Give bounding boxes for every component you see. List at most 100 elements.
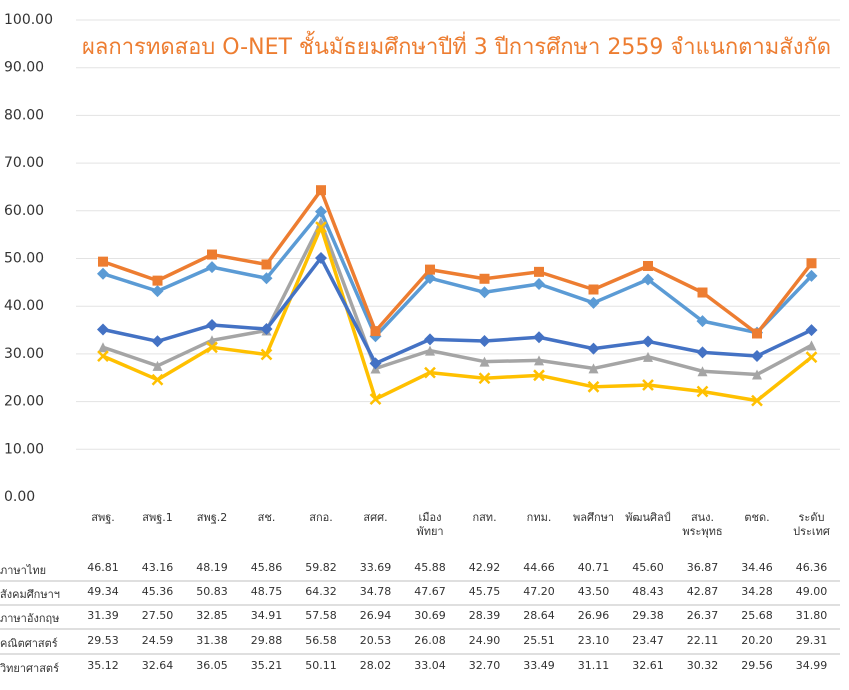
marker: [98, 256, 108, 267]
marker: [260, 272, 273, 285]
marker: [425, 345, 435, 356]
category-label: ระดับ ประเทศ: [793, 511, 830, 538]
data-label: 34.99: [795, 659, 828, 672]
data-label: 59.82: [305, 561, 337, 574]
marker: [642, 379, 654, 391]
data-label: 48.19: [196, 561, 228, 574]
marker: [588, 363, 599, 374]
data-label: 47.20: [523, 585, 555, 598]
marker: [260, 348, 273, 361]
marker: [697, 287, 708, 298]
category-label: สพฐ.: [91, 511, 115, 524]
marker: [369, 357, 382, 370]
data-label: 26.08: [414, 634, 446, 647]
marker: [152, 275, 163, 286]
data-label: 32.61: [632, 659, 664, 672]
data-label: 45.86: [250, 561, 283, 574]
data-label: 20.53: [359, 634, 392, 647]
marker: [97, 350, 109, 363]
marker: [315, 221, 327, 233]
data-label: 29.31: [795, 634, 828, 647]
marker: [369, 393, 382, 405]
marker: [805, 269, 818, 282]
y-tick-label: 90.00: [4, 60, 44, 76]
data-label: 44.66: [523, 561, 555, 574]
marker: [370, 326, 381, 337]
data-label: 23.10: [577, 634, 610, 647]
marker: [478, 372, 491, 385]
marker: [587, 342, 600, 355]
data-label: 33.04: [414, 659, 446, 672]
chart-title: ผลการทดสอบ O-NET ชั้นมัธยมศึกษาปีที่ 3 ป…: [82, 31, 831, 60]
marker: [151, 335, 164, 348]
data-label: 34.28: [741, 585, 773, 598]
marker: [533, 331, 545, 344]
data-label: 29.38: [632, 609, 664, 622]
marker: [97, 323, 109, 336]
marker: [806, 340, 817, 351]
series-line: [102, 256, 813, 366]
marker: [479, 356, 490, 367]
marker: [587, 380, 600, 393]
marker: [751, 349, 763, 362]
category-label: สกอ.: [309, 511, 333, 524]
marker: [642, 335, 654, 348]
marker: [696, 315, 709, 328]
data-label: 26.94: [359, 609, 392, 622]
marker: [534, 355, 544, 366]
marker: [207, 335, 217, 346]
data-label: 30.32: [686, 659, 719, 672]
marker: [697, 366, 708, 377]
data-label: 50.11: [305, 659, 337, 672]
data-label: 49.34: [87, 585, 119, 598]
series-name: ภาษาอังกฤษ: [0, 612, 60, 625]
y-tick-label: 10.00: [4, 441, 44, 457]
marker: [206, 261, 218, 274]
marker: [533, 369, 545, 382]
data-label: 28.39: [468, 609, 501, 622]
category-label: สพฐ.2: [196, 511, 228, 524]
marker: [315, 251, 327, 264]
category-label: สพฐ.1: [142, 511, 173, 524]
data-label: 32.70: [468, 659, 501, 672]
marker: [424, 272, 436, 285]
data-label: 34.91: [250, 609, 283, 622]
marker: [533, 277, 545, 290]
marker: [752, 369, 762, 380]
marker: [315, 205, 327, 218]
data-label: 30.69: [414, 609, 446, 622]
marker: [751, 394, 763, 407]
series-name: คณิตศาสตร์: [0, 637, 58, 650]
data-label: 45.88: [414, 561, 446, 574]
marker: [152, 360, 163, 371]
data-label: 26.37: [686, 609, 719, 622]
data-label: 36.87: [686, 561, 719, 574]
data-label: 48.75: [250, 585, 283, 598]
data-label: 36.05: [196, 659, 228, 672]
data-label: 42.92: [468, 561, 501, 574]
data-label: 43.50: [577, 585, 610, 598]
marker: [587, 296, 600, 309]
data-label: 40.71: [577, 561, 610, 574]
y-tick-label: 70.00: [4, 155, 44, 171]
marker: [588, 284, 599, 295]
category-label: พัฒนศิลป์: [625, 511, 671, 524]
y-tick-label: 100.00: [4, 12, 53, 28]
marker: [425, 264, 435, 275]
data-label: 47.67: [414, 585, 446, 598]
data-label: 34.46: [741, 561, 773, 574]
marker: [805, 351, 818, 364]
marker: [316, 185, 326, 196]
data-label: 28.02: [359, 659, 392, 672]
data-label: 31.39: [87, 609, 119, 622]
y-tick-label: 40.00: [4, 298, 44, 314]
series-line: [102, 225, 813, 403]
data-label: 31.11: [577, 659, 610, 672]
data-label: 48.43: [632, 585, 664, 598]
data-label: 64.32: [305, 585, 337, 598]
marker: [260, 323, 273, 336]
data-label: 20.20: [741, 634, 773, 647]
y-tick-label: 20.00: [4, 394, 44, 410]
data-label: 29.53: [87, 634, 119, 647]
